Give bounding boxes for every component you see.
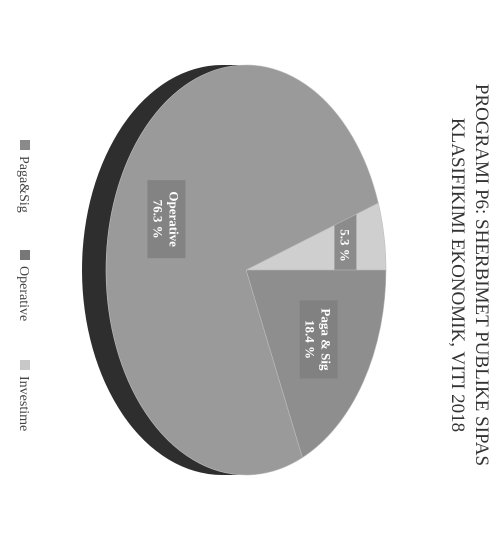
- pie-slice-operative: [105, 64, 379, 476]
- legend-swatch-pagasig: [20, 140, 30, 150]
- data-label-box-operative: [147, 180, 186, 259]
- data-label-operative-1: 76.3 %: [150, 200, 165, 239]
- legend: Paga&Sig Operative Investime: [16, 140, 31, 431]
- pie-3d-side: [82, 65, 246, 475]
- data-label-pagasig-1: 18.4 %: [303, 320, 318, 359]
- legend-swatch-operative: [20, 250, 30, 260]
- data-label-box-pagasig: [299, 300, 338, 379]
- legend-swatch-investime: [20, 360, 30, 370]
- data-label-investime-0: 5.3 %: [337, 229, 352, 262]
- data-label-pagasig-0: Paga & Sig: [319, 308, 334, 371]
- data-label-box-investime: [334, 206, 357, 285]
- legend-label-operative: Operative: [16, 266, 31, 321]
- legend-label-investime: Investime: [16, 376, 31, 431]
- chart-title-line-2: KLASIFIKIMI EKONOMIK, VITI 2018: [447, 118, 468, 432]
- rotated-chart-frame: PROGRAMI P6: SHERBIMET PUBLIKE SIPAS KLA…: [16, 64, 492, 476]
- chart-title-line-1: PROGRAMI P6: SHERBIMET PUBLIKE SIPAS: [471, 84, 492, 466]
- data-label-operative-0: Operative: [166, 191, 181, 247]
- legend-label-pagasig: Paga&Sig: [16, 156, 31, 213]
